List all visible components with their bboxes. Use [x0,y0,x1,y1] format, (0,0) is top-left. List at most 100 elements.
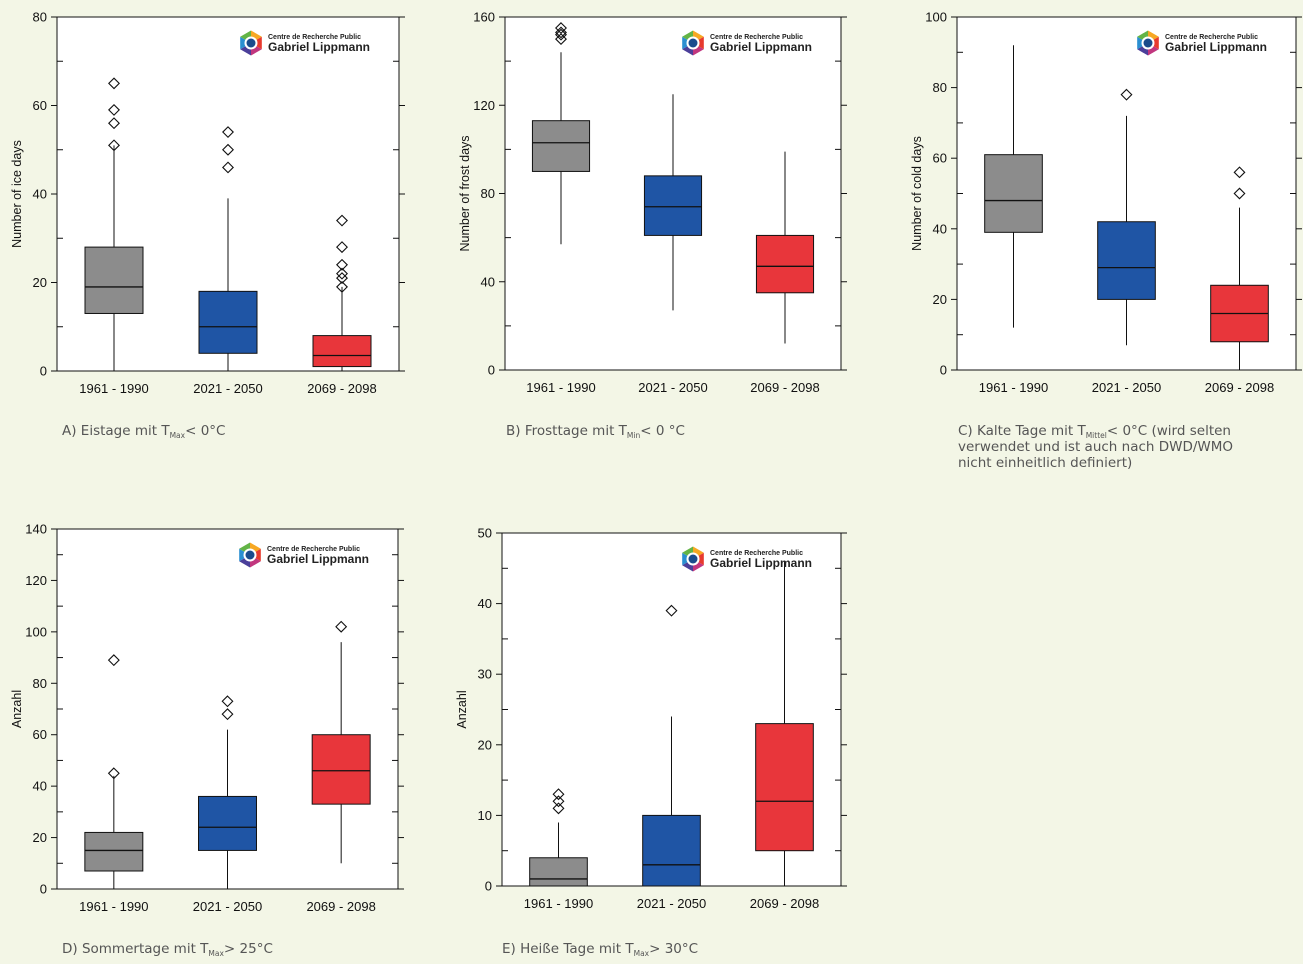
chart-panel-b: 0 40 80 120 160 Number of frost days 1961 - 19… [0,0,860,470]
chart-panel-a: 0 20 40 60 80 Number of ice days 1961 - 1990 20… [0,0,420,470]
box-1 [84,654,144,889]
y-tick-label: 40 [933,221,947,236]
x-tick-label: 2069 - 2098 [750,896,819,911]
y-tick-label: 120 [25,573,47,588]
chart-panel-d: 0 20 40 60 80 100 120 140 Anzahl 1961 - 1990 2021 … [0,0,420,964]
y-axis-label: Anzahl [455,690,469,728]
outlier-point [108,77,120,90]
y-tick-label: 160 [473,10,495,25]
outlier-point [222,126,234,139]
outlier-point [552,795,565,808]
x-tick-label: 1961 - 1990 [526,380,595,395]
chart-panel-c: 0 20 40 60 80 100 Number of cold days 1961 - 19… [910,10,1302,471]
y-tick-label: 40 [33,187,47,202]
box-2 [643,94,703,311]
outlier-point [108,117,120,130]
y-axis-label: Anzahl [10,690,24,728]
outlier-point [336,258,348,271]
box-2 [642,604,701,887]
boxplot-chart-b: 0 40 80 120 160 Number of frost days 1961 - 19… [458,10,847,395]
logo-hex-dot [688,554,698,564]
x-tick-label: 2021 - 2050 [637,896,706,911]
logo-line1: Centre de Recherche Public [267,546,360,553]
outlier-point [555,22,567,35]
box-body [198,795,257,851]
outlier-point [555,26,567,39]
y-axis-label: Number of ice days [10,140,24,248]
outlier-point [108,139,120,152]
y-tick-label: 40 [478,596,492,611]
logo-line2: Gabriel Lippmann [1165,40,1267,54]
logo-line2: Gabriel Lippmann [267,552,369,566]
outlier-point [1120,88,1133,101]
box-3 [755,561,814,886]
box-1 [84,77,144,371]
y-tick-label: 80 [33,676,47,691]
logo-hex-dot [688,38,698,48]
y-tick-label: 20 [478,737,492,752]
box-body [1097,221,1156,300]
logo-line1: Centre de Recherche Public [710,550,803,557]
y-axis-label: Number of cold days [910,136,924,251]
boxplot-chart-a: 0 20 40 60 80 Number of ice days 1961 - 1990 20… [10,10,405,396]
x-tick-label: 1961 - 1990 [979,380,1048,395]
logo-line1: Centre de Recherche Public [1165,34,1258,41]
logo-hex-dot [1143,38,1153,48]
y-tick-label: 0 [488,363,495,378]
outlier-point [1233,166,1246,179]
box-body [984,154,1043,233]
caption-e: E) Heiße Tage mit TMax> 30°C [502,941,699,958]
outlier-point [665,604,678,617]
chart-panel-e: 0 10 20 30 40 50 Anzahl 1961 - 1990 2021 - 2050 2… [455,526,847,958]
y-tick-label: 140 [25,522,47,537]
box-3 [312,214,372,371]
logo-line2: Gabriel Lippmann [710,40,812,54]
y-tick-label: 80 [481,186,495,201]
box-body [755,723,814,852]
outlier-point [555,28,567,41]
y-tick-label: 30 [478,667,492,682]
y-tick-label: 0 [40,882,47,897]
outlier-point [336,267,348,280]
box-body [531,120,591,172]
box-1 [529,788,588,887]
x-tick-label: 2021 - 2050 [1092,380,1161,395]
x-tick-label: 2069 - 2098 [306,899,375,914]
x-tick-label: 1961 - 1990 [79,381,148,396]
y-tick-label: 40 [481,274,495,289]
logo-line1: Centre de Recherche Public [710,34,803,41]
box-body [312,335,372,368]
caption-d: D) Sommertage mit TMax> 25°C [62,941,273,958]
y-tick-label: 40 [33,779,47,794]
outlier-point [336,280,348,293]
y-tick-label: 80 [933,80,947,95]
y-tick-label: 20 [33,830,47,845]
box-1 [531,22,591,245]
y-tick-label: 20 [933,292,947,307]
logo-hex-dot [245,550,255,560]
box-3 [755,151,815,344]
caption-b: B) Frosttage mit TMin< 0 °C [506,423,685,440]
outlier-point [335,620,348,633]
y-tick-label: 100 [925,10,947,25]
caption-a: A) Eistage mit TMax< 0°C [62,423,226,440]
outlier-point [222,143,234,156]
box-2 [198,695,257,889]
outlier-point [1233,187,1246,200]
outlier-point [555,33,567,46]
outlier-point [108,103,120,116]
caption-c: C) Kalte Tage mit TMittel< 0°C (wird sel… [958,423,1234,471]
y-tick-label: 80 [33,10,47,25]
outlier-point [336,214,348,227]
outlier-point [221,708,234,721]
boxplot-chart-d: 0 20 40 60 80 100 120 140 Anzahl 1961 - 1990 2021 … [10,522,404,914]
y-tick-label: 20 [33,275,47,290]
box-body [642,814,701,887]
box-body [643,175,703,236]
y-tick-label: 120 [473,98,495,113]
logo-line2: Gabriel Lippmann [268,40,370,54]
